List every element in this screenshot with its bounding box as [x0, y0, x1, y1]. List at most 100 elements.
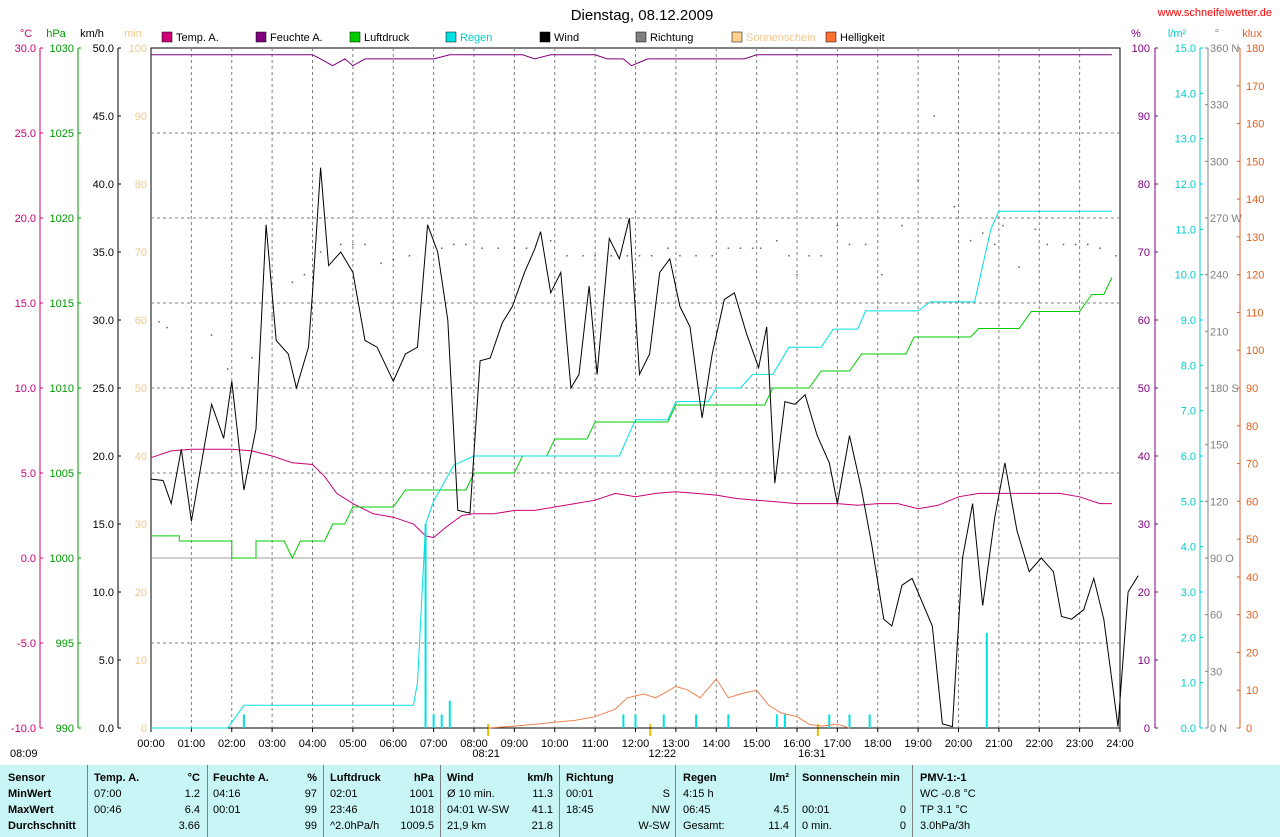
time-tick-label: 19:00	[904, 738, 932, 750]
pressure-tick-label: 1015	[50, 298, 74, 310]
richtung-row-value: NW	[651, 804, 670, 816]
time-tick-label: 02:00	[218, 738, 246, 750]
rain-tick-label: 3.0	[1181, 587, 1196, 599]
richtung-header: Richtung	[566, 772, 614, 784]
legend-swatch	[255, 31, 267, 43]
rain-tick-label: 10.0	[1175, 270, 1196, 282]
pmv-row: 3.0hPa/3h	[920, 820, 971, 832]
direction-point	[440, 247, 443, 249]
direction-point	[1062, 243, 1065, 246]
richtung-row-label: 00:01	[566, 788, 594, 800]
direction-point	[210, 334, 213, 336]
row-label: Durchschnitt	[8, 820, 76, 832]
time-tick-label: 01:00	[178, 738, 206, 750]
time-tick-label: 03:00	[258, 738, 286, 750]
lux-tick-label: 70	[1246, 459, 1258, 471]
temp-unit: °C	[187, 772, 200, 784]
lux-tick-label: 170	[1246, 81, 1264, 93]
feuchte-row-value: 99	[304, 820, 317, 832]
luftdruck-row-value: 1001	[409, 788, 434, 800]
direction-unit: °	[1215, 28, 1219, 40]
humidity-tick-label: 100	[1132, 43, 1150, 55]
sonne-row-value: 0	[899, 804, 906, 816]
luftdruck-row-value: 1009.5	[400, 820, 434, 832]
rain-tick-label: 6.0	[1181, 451, 1196, 463]
direction-point	[917, 179, 919, 181]
direction-point	[638, 255, 641, 257]
time-tick-label: 10:00	[541, 738, 569, 750]
row-label: Sensor	[8, 772, 46, 784]
legend-label: Sonnenschein	[746, 32, 816, 44]
sun-tick-label: 10	[135, 655, 147, 667]
direction-point	[291, 281, 294, 283]
sonne-row-label: 00:01	[802, 804, 830, 816]
wind-line	[150, 167, 1139, 728]
direction-point	[836, 224, 839, 227]
pmv-row: WC -0.8 °C	[920, 788, 976, 800]
stats-divider	[440, 765, 441, 837]
time-tick-label: 20:00	[945, 738, 973, 750]
noon-time: 12:22	[649, 748, 677, 760]
temp-unit: °C	[20, 28, 32, 40]
sun-tick-label: 30	[135, 519, 147, 531]
temp-a-line	[150, 448, 1112, 539]
lux-tick-label: 60	[1246, 496, 1258, 508]
sonne-header: Sonnenschein min	[802, 772, 900, 784]
sun-tick-label: 90	[135, 111, 147, 123]
direction-point	[497, 247, 499, 249]
wind-tick-label: 10.0	[93, 587, 114, 599]
temp-row-value: 3.66	[178, 820, 200, 832]
pressure-tick-label: 1000	[50, 553, 74, 565]
time-tick-label: 24:00	[1106, 738, 1134, 750]
direction-point	[1086, 243, 1089, 246]
direction-point	[380, 262, 382, 265]
wind-tick-label: 45.0	[93, 111, 114, 123]
temp-tick-label: -5.0	[17, 638, 36, 650]
time-tick-label: 04:00	[299, 738, 327, 750]
wind-row-value: 11.3	[532, 788, 553, 800]
rain-tick-label: 7.0	[1181, 406, 1196, 418]
legend-swatch	[539, 31, 551, 43]
wind-tick-label: 5.0	[99, 655, 114, 667]
wind-tick-label: 20.0	[93, 451, 114, 463]
rain-tick-label: 1.0	[1181, 678, 1196, 690]
direction-point	[933, 115, 936, 117]
direction-point	[319, 251, 322, 253]
legend-label: Temp. A.	[176, 32, 219, 44]
regen-row-label: 4:15 h	[683, 788, 714, 800]
direction-point	[525, 247, 528, 249]
direction-point	[549, 239, 552, 242]
direction-point	[408, 255, 411, 257]
luftdruck-row-value: 1018	[409, 804, 434, 816]
stats-table: Sensor MinWert MaxWert Durchschnitt Temp. A.…	[0, 765, 1280, 837]
direction-point	[226, 368, 229, 370]
direction-point	[808, 255, 810, 257]
site-link[interactable]: www.schneifelwetter.de	[1157, 7, 1272, 19]
direction-point	[994, 243, 996, 246]
lux-tick-label: 40	[1246, 572, 1258, 584]
lux-tick-label: 20	[1246, 647, 1258, 659]
time-tick-label: 16:00	[783, 738, 811, 750]
luftdruck-line	[151, 277, 1113, 560]
rain-tick-label: 12.0	[1175, 179, 1196, 191]
time-tick-label: 17:00	[824, 738, 852, 750]
humidity-unit: %	[1131, 28, 1141, 40]
direction-point	[610, 255, 613, 257]
lux-tick-label: 10	[1246, 685, 1258, 697]
wind-row-label: Ø 10 min.	[447, 788, 495, 800]
pressure-tick-label: 1020	[50, 213, 74, 225]
regen-row-value: 4.5	[773, 804, 789, 816]
direction-point	[453, 243, 455, 246]
direction-tick-label: 180 S	[1210, 383, 1239, 395]
rain-tick-label: 14.0	[1175, 88, 1196, 100]
legend-swatch	[349, 31, 361, 43]
legend-label: Luftdruck	[364, 32, 410, 44]
legend-swatch	[161, 31, 173, 43]
direction-point	[424, 251, 427, 253]
humidity-tick-label: 50	[1138, 383, 1150, 395]
time-tick-label: 12:00	[622, 738, 650, 750]
pressure-unit: hPa	[46, 28, 66, 40]
lux-tick-label: 110	[1246, 307, 1264, 319]
lux-tick-label: 180	[1246, 43, 1264, 55]
time-tick-label: 08:00	[460, 738, 488, 750]
